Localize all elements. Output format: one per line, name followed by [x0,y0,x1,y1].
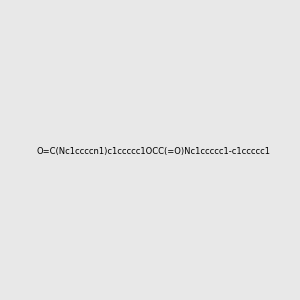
Text: O=C(Nc1ccccn1)c1ccccc1OCC(=O)Nc1ccccc1-c1ccccc1: O=C(Nc1ccccn1)c1ccccc1OCC(=O)Nc1ccccc1-c… [37,147,271,156]
